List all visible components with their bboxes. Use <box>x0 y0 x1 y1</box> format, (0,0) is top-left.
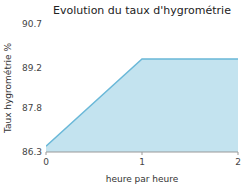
x-tick-label: 1 <box>139 157 145 167</box>
x-tick <box>142 152 143 155</box>
chart-title: Evolution du taux d'hygrométrie <box>53 4 231 17</box>
y-tick-label: 87.8 <box>22 103 42 113</box>
y-tick-label: 86.3 <box>22 147 42 157</box>
x-tick-label: 0 <box>43 157 49 167</box>
x-tick-label: 2 <box>235 157 241 167</box>
chart-container: 0 1 2 86.3 87.8 89.2 90.7 Evolution du taux d'h… <box>0 0 250 188</box>
x-axis-label: heure par heure <box>106 174 179 184</box>
area-fill <box>46 59 238 152</box>
x-tick <box>238 152 239 155</box>
y-tick-label: 90.7 <box>22 19 42 29</box>
plot-area <box>46 59 238 152</box>
y-tick-label: 89.2 <box>22 63 42 73</box>
chart-svg: 0 1 2 86.3 87.8 89.2 90.7 Evolution du taux d'h… <box>0 0 250 188</box>
x-tick <box>46 152 47 155</box>
y-axis-label: Taux hygrométrie % <box>3 42 13 134</box>
area-line <box>46 59 238 146</box>
